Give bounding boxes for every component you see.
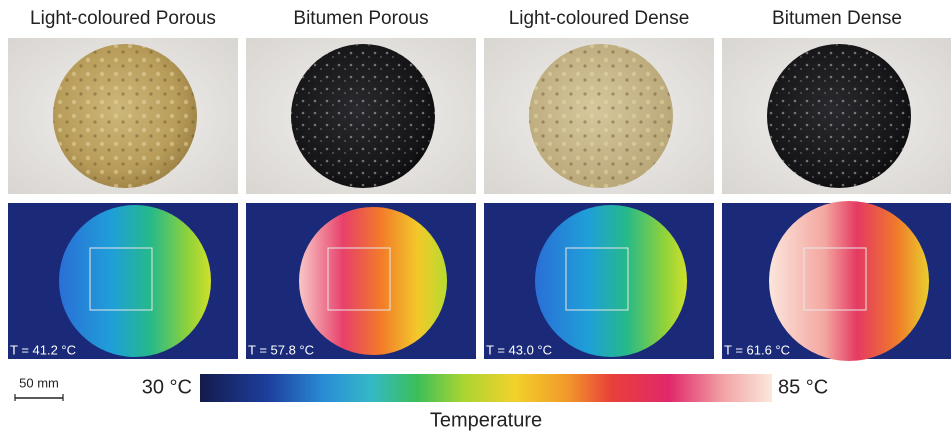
thermal-disk [299,207,447,355]
thermal-disk [535,205,687,357]
sample-texture [53,44,197,188]
colorbar-min: 30 °C [142,376,192,398]
panel-title: Light-coloured Dense [509,8,690,29]
temperature-label: T = 57.8 °C [248,342,314,357]
sample-texture [529,44,673,188]
panel-title: Bitumen Dense [772,8,902,29]
scale-bar-label: 50 mm [19,375,59,390]
figure: Light-coloured Porous T = 41.2 °C Bitumen … [0,0,951,433]
colorbar-max: 85 °C [778,376,828,398]
colorbar [200,374,772,402]
sample-texture [291,44,435,188]
temperature-label: T = 61.6 °C [724,342,790,357]
colorbar-label: Temperature [430,409,542,431]
panels: Light-coloured Porous T = 41.2 °C Bitumen … [8,8,951,361]
thermal-disk [59,205,211,357]
thermal-disk [769,201,929,361]
panel-title: Bitumen Porous [293,8,428,29]
scale-bar: 50 mm [15,375,63,401]
panel-title: Light-coloured Porous [30,8,216,29]
sample-texture [767,44,911,188]
temperature-label: T = 41.2 °C [10,342,76,357]
temperature-label: T = 43.0 °C [486,342,552,357]
